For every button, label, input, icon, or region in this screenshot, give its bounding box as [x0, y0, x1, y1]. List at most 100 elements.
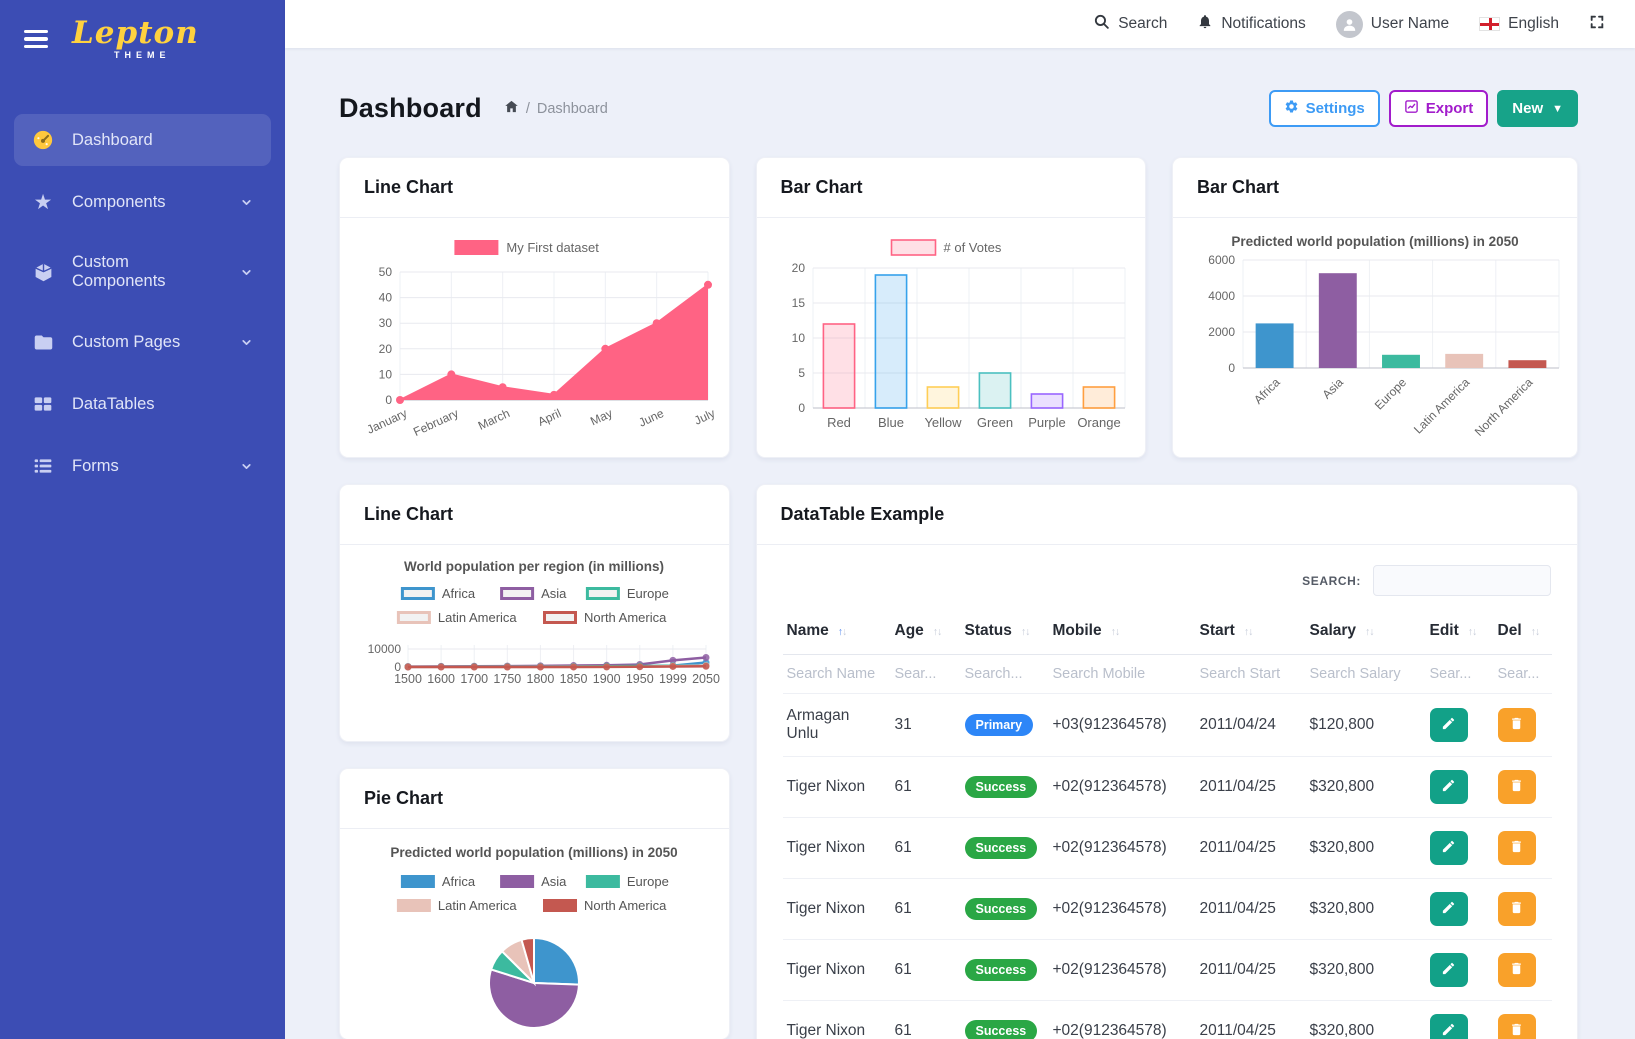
edit-button[interactable]: [1429, 892, 1468, 926]
pencil-icon: [1441, 716, 1456, 734]
gear-icon: [1284, 99, 1299, 118]
delete-button[interactable]: [1497, 708, 1536, 742]
cell-mobile: +02(912364578): [1048, 1000, 1196, 1039]
filter-input-mobile[interactable]: [1052, 666, 1181, 682]
card-line-chart-2: Line Chart World population per region (…: [339, 484, 730, 742]
column-header-salary[interactable]: Salary ↑↓: [1305, 608, 1426, 655]
sidebar-item-label: Dashboard: [72, 130, 153, 149]
filter-input-status[interactable]: [964, 666, 1037, 682]
svg-text:March: March: [476, 406, 512, 433]
datatable: Name ↑↓ Age ↑↓ Status ↑↓ Mobile ↑↓ Start ↑↓ Salary…: [782, 608, 1552, 1039]
logo: Lepton THEME: [72, 18, 199, 60]
chevron-down-icon: [240, 196, 253, 209]
sort-icons: ↑↓: [1243, 626, 1254, 638]
filter-input-start[interactable]: [1199, 666, 1293, 682]
column-header-mobile[interactable]: Mobile ↑↓: [1048, 608, 1196, 655]
svg-text:1800: 1800: [527, 672, 555, 686]
avatar: [1335, 10, 1363, 38]
menu-toggle-icon[interactable]: [24, 29, 48, 49]
column-header-status[interactable]: Status ↑↓: [960, 608, 1049, 655]
sidebar-nav: Dashboard ★ Components Custom Components…: [0, 114, 285, 492]
star-icon: ★: [33, 190, 53, 214]
table-row: Tiger Nixon 61 Success +02(912364578) 20…: [782, 878, 1552, 940]
svg-text:Europe: Europe: [1372, 375, 1409, 412]
svg-text:0: 0: [386, 393, 393, 407]
svg-text:Green: Green: [977, 415, 1013, 430]
fullscreen-icon: [1589, 14, 1605, 35]
fullscreen-button[interactable]: [1589, 14, 1605, 35]
notifications-label: Notifications: [1221, 15, 1306, 32]
sidebar-item-components[interactable]: ★ Components: [14, 176, 271, 228]
table-row: Tiger Nixon 61 Success +02(912364578) 20…: [782, 817, 1552, 879]
table-search-label: SEARCH:: [1302, 573, 1361, 588]
column-header-edit[interactable]: Edit ↑↓: [1425, 608, 1494, 655]
filter-input-del[interactable]: [1497, 666, 1542, 682]
column-header-name[interactable]: Name ↑↓: [782, 608, 891, 655]
edit-button[interactable]: [1429, 953, 1468, 987]
svg-text:North America: North America: [584, 610, 667, 625]
sidebar-item-dashboard[interactable]: Dashboard: [14, 114, 271, 166]
svg-text:Predicted world population (mi: Predicted world population (millions) in…: [391, 845, 678, 860]
svg-text:Orange: Orange: [1077, 415, 1120, 430]
chevron-down-icon: [240, 336, 253, 349]
pencil-icon: [1441, 839, 1456, 857]
cell-age: 61: [890, 817, 961, 879]
cell-salary: $320,800: [1305, 817, 1426, 879]
cell-age: 61: [890, 878, 961, 940]
sidebar-item-datatables[interactable]: DataTables: [14, 378, 271, 430]
column-header-age[interactable]: Age ↑↓: [890, 608, 961, 655]
export-button[interactable]: Export: [1388, 90, 1489, 127]
status-badge: Success: [964, 898, 1038, 920]
column-header-start[interactable]: Start ↑↓: [1195, 608, 1306, 655]
sidebar-item-custom-components[interactable]: Custom Components: [14, 238, 271, 306]
card-title: Bar Chart: [756, 158, 1145, 218]
sort-icons: ↑↓: [1020, 626, 1031, 638]
svg-text:Latin America: Latin America: [438, 610, 518, 625]
new-button[interactable]: New ▼: [1497, 90, 1578, 127]
trash-icon: [1509, 778, 1524, 796]
card-title: Bar Chart: [1173, 158, 1577, 218]
language-selector[interactable]: English: [1479, 15, 1559, 33]
pencil-icon: [1441, 900, 1456, 918]
trash-icon: [1509, 961, 1524, 979]
delete-button[interactable]: [1497, 892, 1536, 926]
edit-button[interactable]: [1429, 770, 1468, 804]
home-icon[interactable]: [504, 99, 519, 118]
notifications-button[interactable]: Notifications: [1197, 13, 1306, 35]
chart-line-icon: [1404, 99, 1419, 118]
sidebar-item-custom-pages[interactable]: Custom Pages: [14, 316, 271, 368]
sidebar-item-label: Components: [72, 192, 166, 211]
edit-button[interactable]: [1429, 1014, 1468, 1039]
svg-text:February: February: [411, 406, 460, 439]
card-line-chart-1: Line Chart 0 10 20 30 40 50 January February Mar…: [339, 157, 730, 458]
svg-text:1750: 1750: [494, 672, 522, 686]
table-search-input[interactable]: [1373, 565, 1551, 596]
column-header-del[interactable]: Del ↑↓: [1493, 608, 1552, 655]
delete-button[interactable]: [1497, 1014, 1536, 1039]
edit-button[interactable]: [1429, 831, 1468, 865]
delete-button[interactable]: [1497, 770, 1536, 804]
settings-button[interactable]: Settings: [1268, 90, 1380, 127]
cell-start: 2011/04/25: [1195, 1000, 1306, 1039]
search-button[interactable]: Search: [1093, 13, 1167, 35]
filter-input-age[interactable]: [894, 666, 950, 682]
pencil-icon: [1441, 961, 1456, 979]
delete-button[interactable]: [1497, 953, 1536, 987]
user-menu[interactable]: User Name: [1335, 10, 1449, 38]
cell-salary: $120,800: [1305, 693, 1426, 757]
filter-input-name[interactable]: [786, 666, 878, 682]
chevron-down-icon: [240, 460, 253, 473]
filter-input-salary[interactable]: [1309, 666, 1413, 682]
table-row: Tiger Nixon 61 Success +02(912364578) 20…: [782, 1000, 1552, 1039]
status-badge: Success: [964, 776, 1038, 798]
line-chart-2: World population per region (in millions…: [340, 545, 729, 703]
filter-input-edit[interactable]: [1429, 666, 1483, 682]
sidebar-item-forms[interactable]: Forms: [14, 440, 271, 492]
svg-text:20: 20: [379, 342, 393, 356]
svg-text:Africa: Africa: [442, 586, 476, 601]
edit-button[interactable]: [1429, 708, 1468, 742]
svg-text:1700: 1700: [461, 672, 489, 686]
cell-age: 61: [890, 756, 961, 818]
delete-button[interactable]: [1497, 831, 1536, 865]
